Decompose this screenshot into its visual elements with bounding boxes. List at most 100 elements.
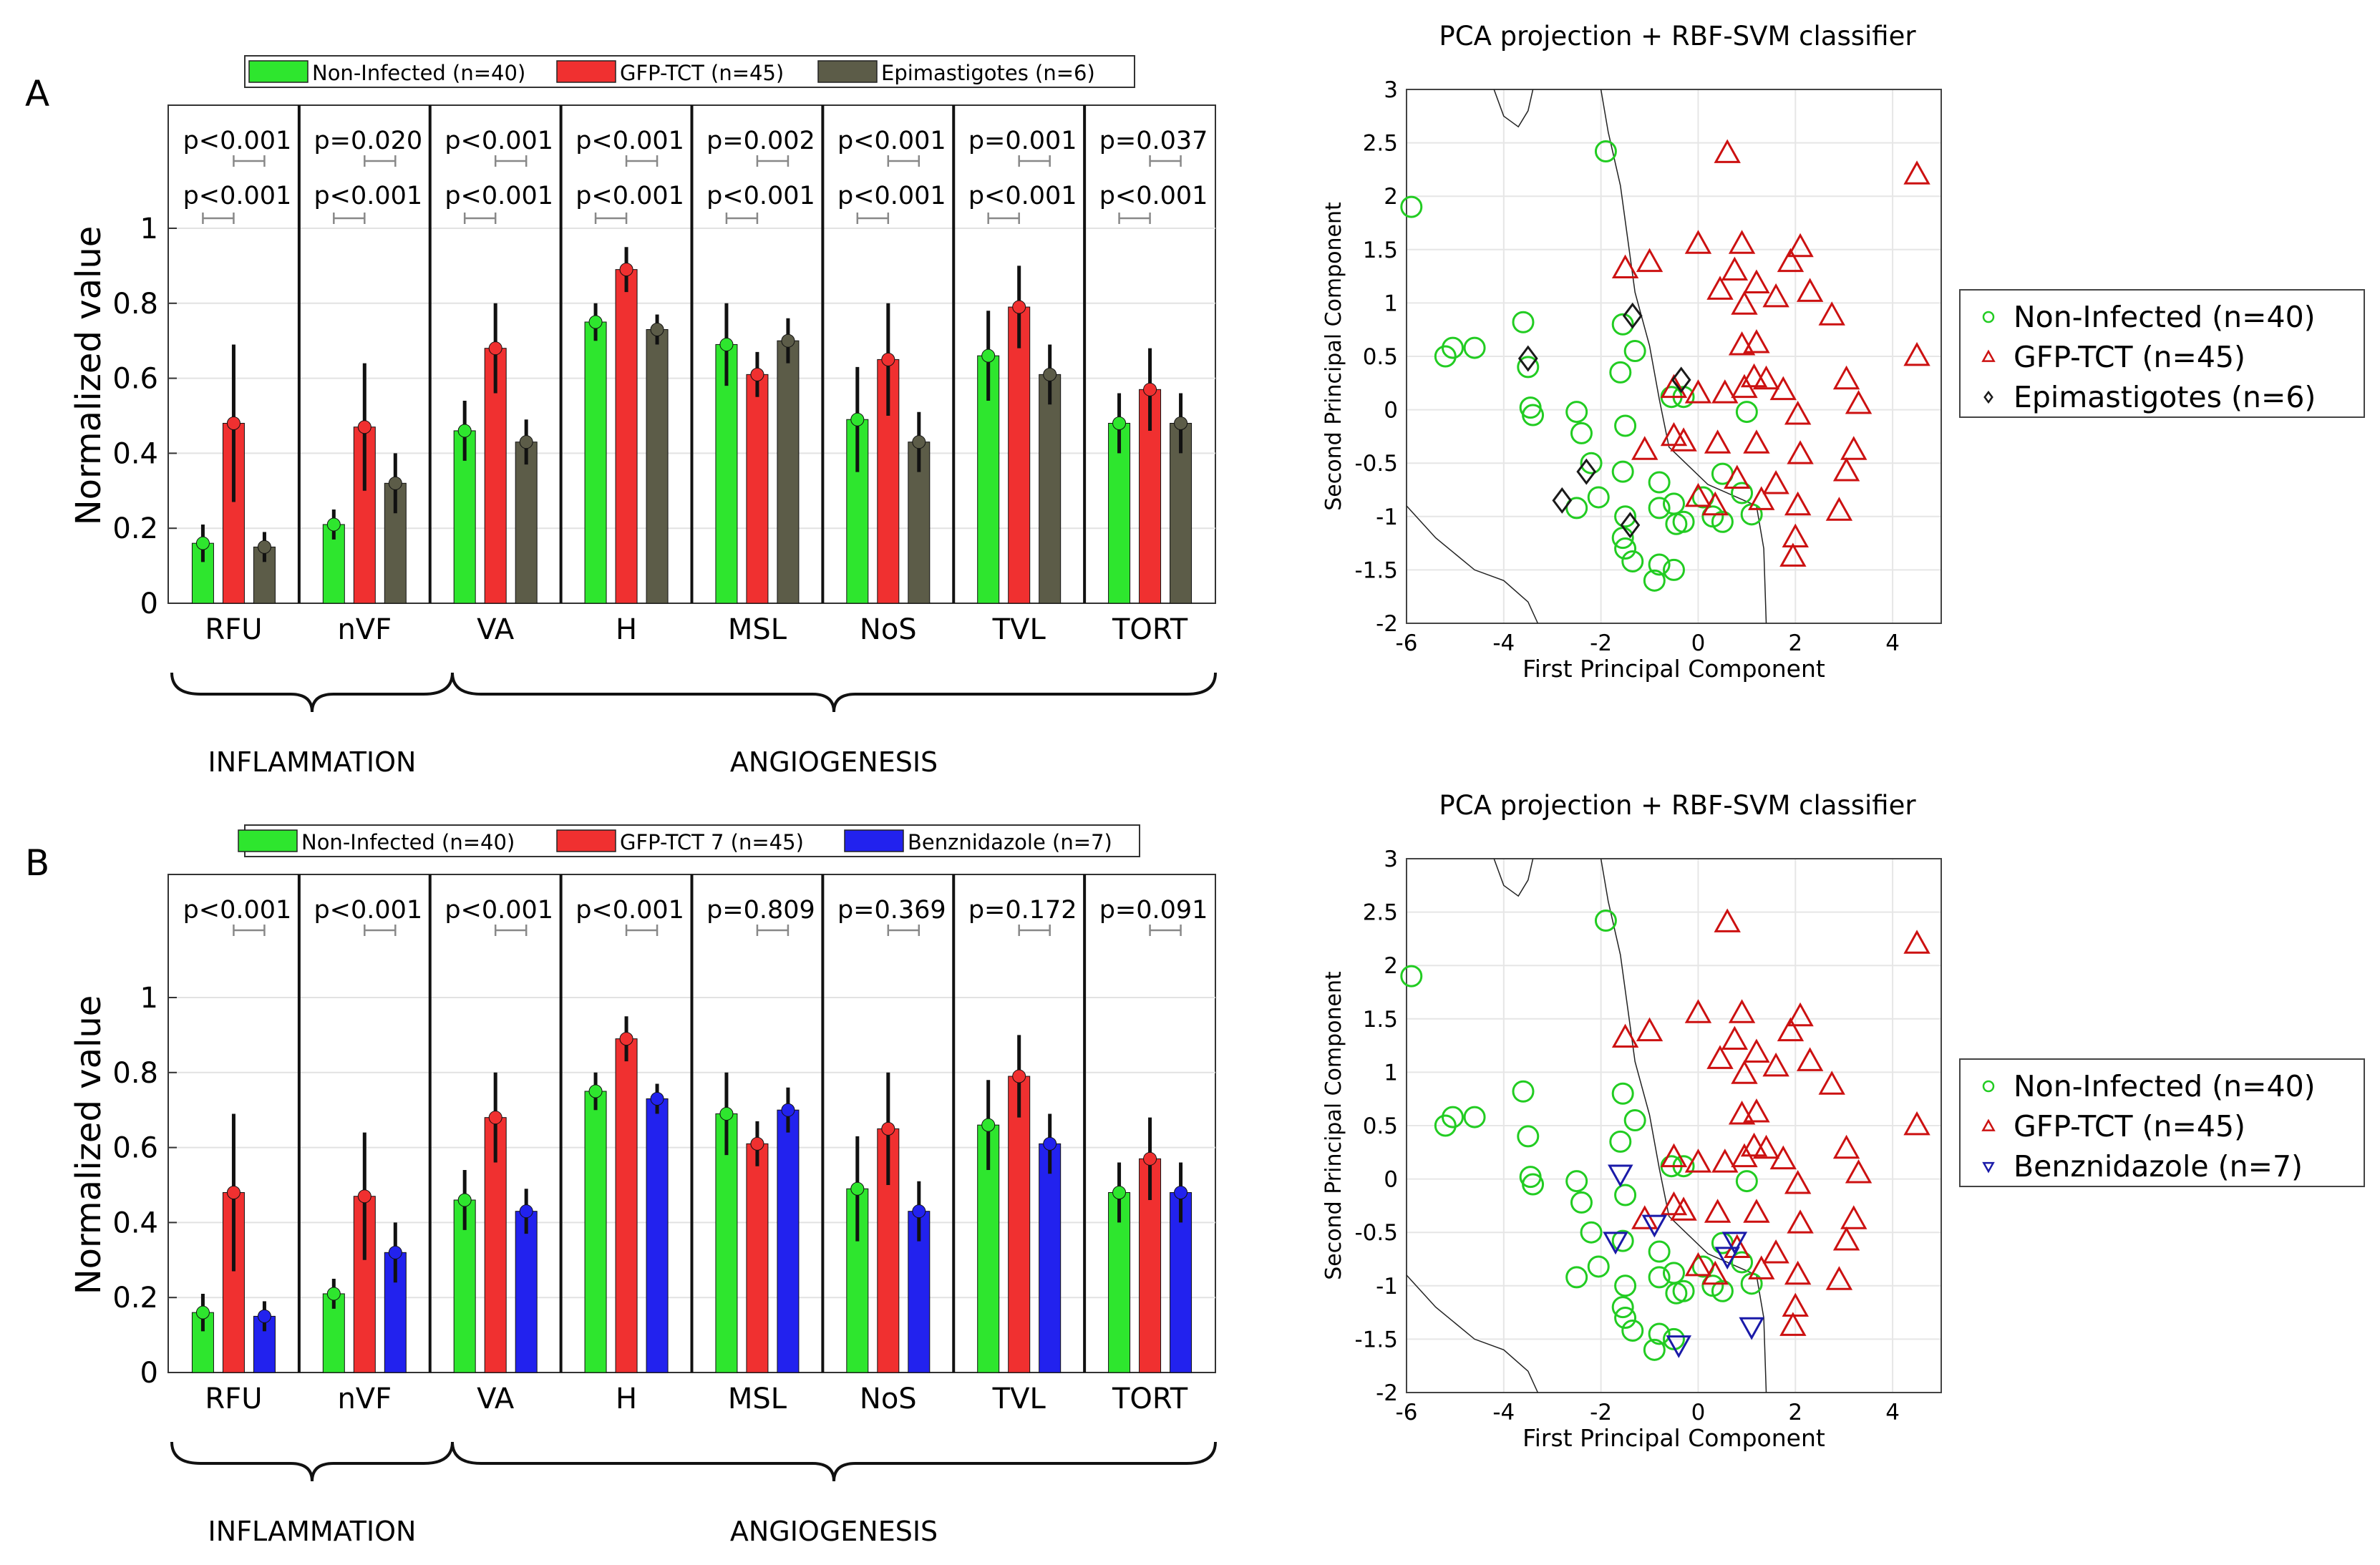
- scatter-point-circle: [1580, 452, 1603, 474]
- svm-decision-boundary: [1493, 858, 1534, 897]
- scatter-point-triangle-up: [1903, 341, 1930, 366]
- bar-category-label: NoS: [860, 613, 917, 646]
- scatter-point-triangle-up: [1660, 1143, 1688, 1168]
- p-value-top: p<0.001: [575, 896, 684, 925]
- bar-ytick-label: 1: [140, 213, 158, 245]
- scatter-point-triangle-up: [1743, 1098, 1770, 1123]
- bar-category-label: MSL: [728, 613, 787, 646]
- scatter-legend-box: [1959, 1058, 2365, 1187]
- scatter-point-circle: [1643, 569, 1666, 592]
- scatter-legend-marker: [1981, 349, 1996, 362]
- scatter-point-triangle-down: [1608, 1164, 1633, 1188]
- bar: [1108, 422, 1131, 604]
- bar-category-label: nVF: [337, 1383, 392, 1415]
- scatter-point-diamond: [1622, 302, 1643, 329]
- scatter-ytick-label: -1: [1376, 1274, 1398, 1300]
- scatter-point-triangle-up: [1845, 390, 1873, 414]
- bar-category-label: H: [616, 613, 637, 646]
- scatter-point-circle: [1434, 1114, 1457, 1137]
- bar-category-label: TVL: [992, 1383, 1046, 1415]
- bar-ytick-label: 0.2: [112, 1282, 158, 1315]
- scatter-point-circle: [1512, 311, 1535, 333]
- scatter-point-triangle-up: [1660, 374, 1688, 399]
- bar: [584, 321, 607, 604]
- scatter-point-triangle-up: [1721, 1025, 1749, 1050]
- group-label: ANGIOGENESIS: [730, 746, 938, 778]
- scatter-point-circle: [1400, 195, 1423, 218]
- scatter-point-triangle-up: [1704, 1199, 1731, 1223]
- scatter-point-triangle-up: [1728, 331, 1756, 356]
- scatter-point-triangle-up: [1784, 491, 1812, 516]
- scatter-point-circle: [1621, 1319, 1644, 1342]
- scatter-point-triangle-up: [1825, 497, 1853, 521]
- scatter-ytick-label: -0.5: [1355, 451, 1399, 477]
- bar-legend-swatch: [556, 60, 616, 83]
- bar-legend-label: Non-Infected (n=40): [312, 61, 525, 85]
- bar-mean-marker: [1012, 300, 1026, 314]
- scatter-point-circle: [1611, 460, 1634, 483]
- scatter-ytick-label: 0.5: [1363, 1113, 1398, 1139]
- bar-mean-marker: [1043, 1136, 1057, 1151]
- scatter-legend-label: GFP-TCT (n=45): [2014, 1109, 2245, 1144]
- scatter-xtick-label: 4: [1885, 630, 1900, 656]
- scatter-point-triangle-up: [1706, 276, 1734, 300]
- bar-mean-marker: [226, 1185, 241, 1199]
- bar-mean-marker: [912, 1204, 926, 1219]
- group-label: INFLAMMATION: [208, 746, 417, 778]
- p-value-top: p<0.001: [314, 896, 422, 925]
- scatter-ytick-label: 1: [1384, 1060, 1398, 1086]
- bar-legend-swatch: [844, 829, 904, 852]
- bar: [746, 1143, 769, 1373]
- scatter-xtick-label: -6: [1396, 630, 1418, 656]
- scatter-point-circle: [1611, 313, 1634, 336]
- scatter-point-triangle-up: [1787, 1002, 1814, 1027]
- p-value-top: p<0.001: [183, 127, 292, 155]
- bar-ytick-label: 0.6: [112, 363, 158, 396]
- scatter-xtick-label: 4: [1885, 1400, 1900, 1425]
- scatter-point-circle: [1611, 1082, 1634, 1105]
- scatter-point-triangle-up: [1762, 469, 1789, 494]
- scatter-point-circle: [1611, 1296, 1634, 1319]
- scatter-point-circle: [1648, 1240, 1671, 1263]
- scatter-point-triangle-up: [1704, 429, 1731, 454]
- scatter-point-circle: [1580, 1221, 1603, 1244]
- group-brace: [451, 1441, 1217, 1482]
- scatter-point-triangle-up: [1743, 269, 1770, 293]
- scatter-point-triangle-up: [1840, 1205, 1867, 1229]
- scatter-ytick-label: 3: [1384, 77, 1398, 103]
- scatter-point-triangle-up: [1670, 1196, 1697, 1221]
- scatter-point-circle: [1522, 404, 1545, 426]
- p-value-top: p<0.001: [575, 127, 684, 155]
- scatter-xtick-label: 2: [1788, 1400, 1802, 1425]
- bar-mean-marker: [619, 1032, 633, 1046]
- scatter-ytick-label: 2.5: [1363, 131, 1398, 157]
- scatter-legend-label: Non-Infected (n=40): [2014, 1069, 2316, 1103]
- bar-legend: Non-Infected (n=40) GFP-TCT 7 (n=45) Benzn…: [238, 824, 1140, 857]
- p-value-bottom: p<0.001: [1099, 182, 1208, 210]
- scatter-xtick-label: -2: [1590, 630, 1612, 656]
- bar-mean-marker: [519, 1204, 533, 1219]
- scatter-point-triangle-up: [1684, 482, 1712, 507]
- scatter-point-triangle-up: [1743, 429, 1770, 454]
- scatter-point-triangle-up: [1706, 1045, 1734, 1069]
- bar: [515, 442, 538, 604]
- bar-category-label: VA: [477, 1383, 515, 1415]
- scatter-point-triangle-up: [1728, 230, 1756, 254]
- scatter-point-triangle-up: [1743, 329, 1770, 354]
- bar-ylabel: Normalized value: [69, 226, 109, 526]
- scatter-ytick-label: 0: [1384, 1167, 1398, 1193]
- bar-mean-marker: [650, 1091, 664, 1106]
- scatter-point-circle: [1463, 336, 1486, 359]
- scatter-xlabel: First Principal Component: [1522, 655, 1825, 683]
- scatter-point-triangle-up: [1818, 301, 1845, 326]
- bar: [1008, 1076, 1031, 1373]
- scatter-point-circle: [1570, 1191, 1593, 1214]
- p-value-top: p=0.369: [837, 896, 946, 925]
- bar-ytick-label: 0.8: [112, 288, 158, 321]
- scatter-point-triangle-up: [1636, 1017, 1663, 1042]
- scatter-point-triangle-up: [1701, 1260, 1729, 1285]
- scatter-ytick-label: 3: [1384, 847, 1398, 872]
- scatter-point-triangle-up: [1782, 523, 1809, 548]
- scatter-point-circle: [1614, 505, 1637, 528]
- scatter-point-triangle-up: [1701, 491, 1729, 516]
